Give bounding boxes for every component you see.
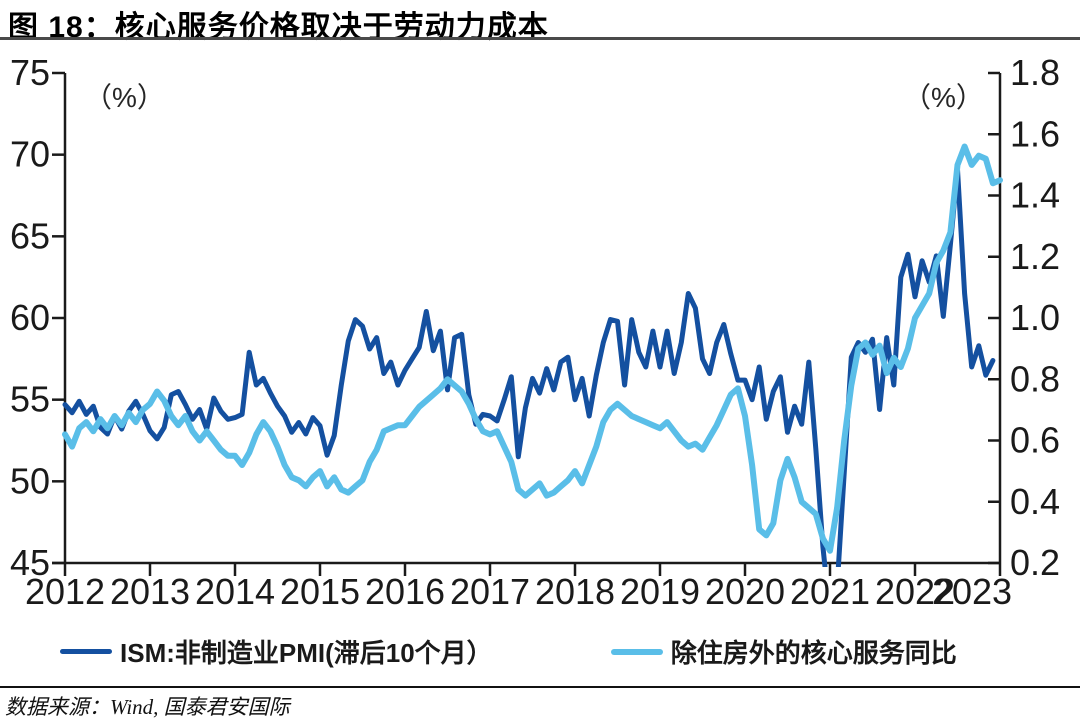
right-tick-label: 1.6	[1010, 113, 1060, 154]
x-tick-label: 2020	[705, 571, 785, 612]
series-line-core-services	[62, 143, 1003, 554]
x-tick-label: 2016	[365, 571, 445, 612]
right-tick-label: 1.0	[1010, 297, 1060, 338]
right-axis-unit-label: （%）	[903, 82, 984, 113]
core-services-line-swatch-icon	[610, 648, 663, 655]
left-axis-unit-label: （%）	[84, 82, 165, 113]
right-tick-label: 0.2	[1010, 542, 1060, 583]
series-line-ism-pmi	[62, 166, 996, 567]
right-tick-label: 0.4	[1010, 481, 1060, 522]
x-tick-label: 2021	[790, 571, 870, 612]
left-tick-label: 75	[10, 52, 50, 93]
legend-item-ism-pmi: ISM:非制造业PMI(滞后10个月）	[60, 633, 493, 670]
left-tick-label: 55	[10, 379, 50, 420]
legend-label-core-services: 除住房外的核心服务同比	[670, 638, 957, 668]
axes	[52, 73, 1002, 565]
legend-item-core-services: 除住房外的核心服务同比	[610, 633, 957, 670]
x-tick-label: 2014	[195, 571, 275, 612]
right-tick-label: 0.8	[1010, 358, 1060, 399]
ism-line-swatch-icon	[60, 649, 112, 654]
left-tick-label: 60	[10, 297, 50, 338]
left-tick-label: 50	[10, 460, 50, 501]
left-tick-label: 45	[10, 542, 50, 583]
footer-divider	[0, 686, 1080, 688]
x-tick-label: 2015	[280, 571, 360, 612]
legend-label-ism-pmi: ISM:非制造业PMI(滞后10个月）	[120, 638, 493, 668]
x-tick-label: 2017	[450, 571, 530, 612]
left-tick-label: 65	[10, 215, 50, 256]
left-axis-ticks: 45 50 55 60 65 70 75	[10, 52, 65, 583]
right-tick-label: 0.6	[1010, 420, 1060, 461]
x-tick-label: 2019	[620, 571, 700, 612]
title-divider	[0, 37, 1080, 40]
right-axis-ticks: 0.2 0.4 0.6 0.8 1.0 1.2 1.4 1.6 1.8	[988, 52, 1060, 583]
x-tick-label: 2012	[25, 571, 105, 612]
left-tick-label: 70	[10, 134, 50, 175]
x-tick-label: 2013	[110, 571, 190, 612]
right-tick-label: 1.4	[1010, 175, 1060, 216]
right-tick-label: 1.2	[1010, 236, 1060, 277]
x-tick-label: 2023	[932, 571, 1012, 612]
x-tick-label: 2022	[875, 571, 955, 612]
chart-legend: ISM:非制造业PMI(滞后10个月） 除住房外的核心服务同比	[60, 633, 1020, 670]
right-tick-label: 1.8	[1010, 52, 1060, 93]
x-tick-label: 2018	[535, 571, 615, 612]
data-source-text: 数据来源：Wind, 国泰君安国际	[5, 695, 290, 719]
x-axis-ticks: 2012 2013 2014 2015 2016 2017 2018 2019 2020 2021…	[25, 563, 1012, 612]
